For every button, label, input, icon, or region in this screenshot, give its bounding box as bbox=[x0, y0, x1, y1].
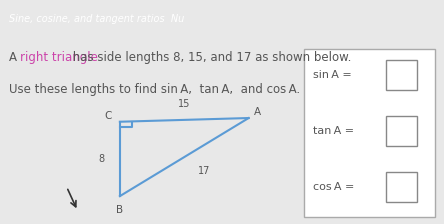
Text: 15: 15 bbox=[178, 99, 190, 109]
Text: tan A =: tan A = bbox=[313, 126, 358, 136]
Text: right triangle: right triangle bbox=[20, 51, 98, 64]
Text: sin A =: sin A = bbox=[313, 70, 355, 80]
FancyBboxPatch shape bbox=[386, 60, 417, 90]
Text: 8: 8 bbox=[98, 154, 104, 164]
Text: A: A bbox=[9, 51, 20, 64]
Text: A: A bbox=[254, 107, 261, 117]
Text: cos A =: cos A = bbox=[313, 182, 358, 192]
Text: Use these lengths to find sin A,  tan A,  and cos A.: Use these lengths to find sin A, tan A, … bbox=[9, 83, 300, 96]
FancyBboxPatch shape bbox=[386, 172, 417, 202]
Text: has side lengths 8, 15, and 17 as shown below.: has side lengths 8, 15, and 17 as shown … bbox=[69, 51, 351, 64]
Text: B: B bbox=[116, 205, 123, 215]
FancyBboxPatch shape bbox=[304, 49, 435, 217]
Text: C: C bbox=[104, 111, 112, 121]
Text: Sine, cosine, and tangent ratios  Nu: Sine, cosine, and tangent ratios Nu bbox=[9, 14, 184, 24]
FancyBboxPatch shape bbox=[386, 116, 417, 146]
Text: 17: 17 bbox=[198, 166, 210, 176]
